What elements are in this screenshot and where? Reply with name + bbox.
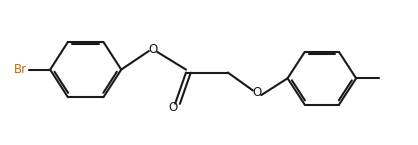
- Text: O: O: [169, 101, 178, 114]
- Text: O: O: [252, 86, 262, 99]
- Text: O: O: [148, 43, 157, 56]
- Text: Br: Br: [14, 63, 27, 76]
